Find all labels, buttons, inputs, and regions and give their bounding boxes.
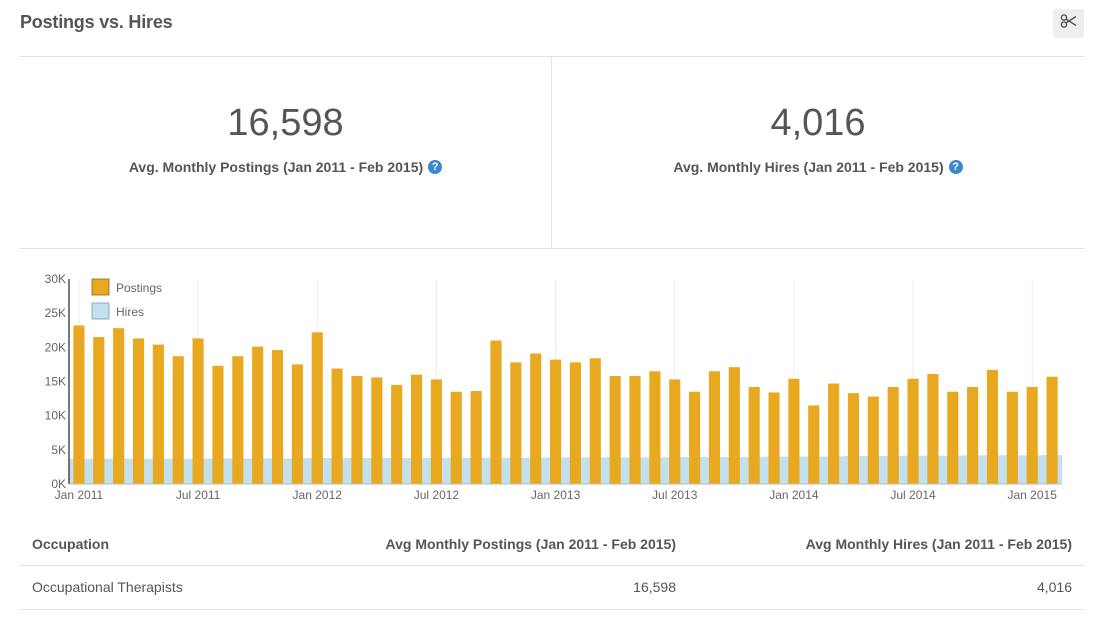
postings-bar: [967, 386, 979, 484]
postings-bar: [649, 371, 661, 484]
postings-bar: [748, 386, 760, 484]
scissors-button[interactable]: [1053, 9, 1084, 38]
postings-bar: [689, 391, 701, 484]
postings-bar: [1026, 386, 1038, 484]
x-tick-label: Jul 2014: [890, 488, 936, 502]
postings-bar: [550, 359, 562, 484]
table-header-occupation: Occupation: [32, 536, 110, 552]
postings-bar: [271, 350, 284, 484]
postings-bar: [828, 383, 840, 484]
y-tick-label: 10K: [45, 409, 66, 423]
postings-bar: [986, 369, 999, 484]
postings-value: 16,598: [227, 102, 344, 144]
postings-bar: [450, 391, 462, 484]
postings-label-row: Avg. Monthly Postings (Jan 2011 - Feb 20…: [128, 159, 443, 175]
divider: [20, 565, 1084, 566]
legend-swatch-hires: [91, 302, 110, 320]
table-header-hires: Avg Monthly Hires (Jan 2011 - Feb 2015): [805, 536, 1072, 552]
postings-bar: [73, 325, 85, 484]
x-tick-label: Jan 2015: [1008, 488, 1058, 502]
x-tick-label: Jul 2011: [176, 488, 221, 502]
postings-bar: [192, 338, 204, 484]
postings-bar: [669, 379, 681, 484]
x-tick-label: Jan 2012: [293, 488, 343, 502]
postings-bar: [867, 396, 879, 484]
postings-hires-chart: 0K 5K 10K 15K 20K 25K 30K Jan 2011 Jul 2011 Jan 2…: [45, 272, 1062, 502]
axes: 0K 5K 10K 15K 20K 25K 30K Jan 2011 Jul 2011 Jan 2…: [45, 272, 1062, 502]
postings-bar: [252, 346, 264, 484]
postings-bar: [947, 391, 959, 484]
postings-bar: [93, 337, 105, 484]
help-icon[interactable]: ?: [948, 160, 963, 174]
hires-label: Avg. Monthly Hires (Jan 2011 - Feb 2015): [673, 159, 944, 175]
scissors-icon: [1060, 14, 1078, 33]
postings-bar: [708, 371, 721, 484]
postings-bar: [391, 384, 403, 484]
legend-label-hires: Hires: [116, 305, 144, 319]
postings-bar: [927, 373, 939, 484]
divider: [20, 248, 1084, 249]
x-tick-label: Jan 2013: [531, 488, 581, 502]
y-tick-label: 20K: [45, 340, 66, 354]
postings-bar: [589, 358, 601, 484]
postings-bar: [808, 405, 820, 484]
hires-value: 4,016: [770, 102, 866, 144]
page-title: Postings vs. Hires: [20, 12, 173, 32]
x-tick-label: Jul 2012: [414, 488, 460, 502]
postings-bar: [410, 374, 423, 484]
hires-label-row: Avg. Monthly Hires (Jan 2011 - Feb 2015)…: [673, 159, 963, 175]
postings-bar: [609, 376, 621, 484]
table-cell-hires: 4,016: [1036, 579, 1072, 595]
x-tick-label: Jan 2014: [769, 488, 819, 502]
postings-bar: [768, 392, 780, 484]
postings-bar: [470, 391, 482, 484]
legend-swatch-postings: [91, 278, 110, 296]
postings-bar: [311, 332, 323, 484]
y-tick-label: 25K: [45, 306, 66, 320]
divider: [20, 609, 1084, 610]
y-tick-label: 30K: [45, 272, 66, 286]
y-tick-label: 0K: [51, 477, 66, 491]
x-tick-label: Jan 2011: [55, 488, 104, 502]
postings-stat: 16,598 Avg. Monthly Postings (Jan 2011 -…: [20, 57, 551, 248]
postings-bar: [629, 376, 641, 484]
table-cell-postings: 16,598: [633, 579, 676, 595]
divider: [20, 56, 1084, 57]
postings-bar: [291, 364, 303, 484]
postings-bar: [152, 344, 164, 484]
postings-bar: [331, 368, 343, 484]
postings-bar: [728, 367, 740, 484]
postings-bar: [847, 393, 860, 484]
postings-bar: [907, 378, 919, 484]
x-tick-label: Jul 2013: [652, 488, 698, 502]
postings-bar: [172, 356, 184, 484]
postings-bar: [371, 377, 383, 484]
postings-bar: [1046, 376, 1058, 484]
postings-bar: [212, 365, 224, 484]
postings-label: Avg. Monthly Postings (Jan 2011 - Feb 20…: [128, 159, 424, 175]
postings-bar: [430, 379, 442, 484]
postings-bar: [1006, 391, 1018, 484]
postings-bar: [351, 376, 363, 484]
postings-bar: [887, 386, 899, 484]
postings-bar: [490, 340, 502, 484]
postings-bar: [510, 362, 522, 484]
legend: Postings Hires: [91, 278, 162, 320]
postings-bar: [530, 353, 542, 484]
postings-bar: [113, 328, 125, 484]
y-tick-label: 15K: [45, 375, 66, 389]
postings-bar: [132, 338, 145, 484]
help-icon[interactable]: ?: [428, 160, 443, 174]
postings-series: [73, 325, 1058, 484]
divider: [551, 57, 552, 248]
y-tick-label: 5K: [51, 443, 66, 457]
table-header-postings: Avg Monthly Postings (Jan 2011 - Feb 201…: [385, 536, 676, 552]
postings-bar: [232, 356, 244, 484]
hires-stat: 4,016 Avg. Monthly Hires (Jan 2011 - Feb…: [552, 57, 1084, 248]
legend-label-postings: Postings: [116, 281, 162, 295]
postings-bar: [569, 362, 581, 484]
table-cell-occupation: Occupational Therapists: [32, 579, 183, 595]
postings-bar: [788, 378, 800, 484]
